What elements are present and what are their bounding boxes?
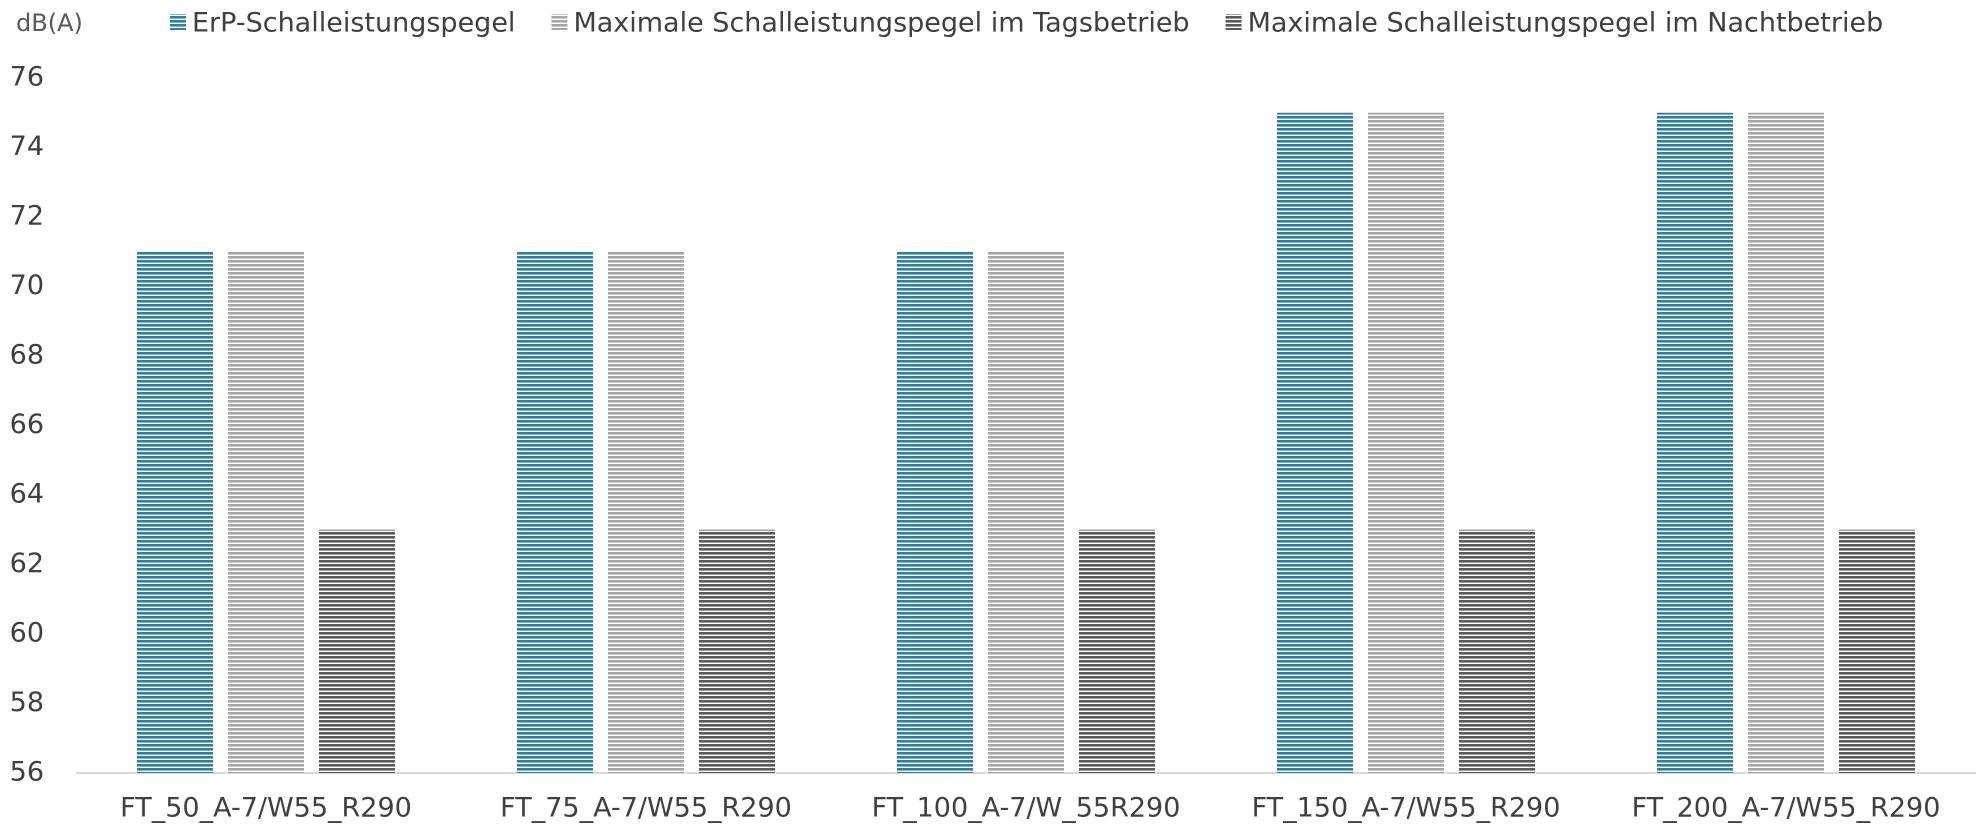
y-tick-label: 72	[10, 201, 44, 232]
bar	[1657, 112, 1733, 773]
x-tick-label: FT_200_A-7/W55_R290	[1632, 793, 1941, 824]
y-tick-label: 58	[10, 687, 44, 718]
legend-label: Maximale Schalleistungspegel im Nachtbet…	[1248, 8, 1884, 39]
bar	[1459, 529, 1535, 773]
bar	[988, 251, 1064, 773]
x-tick-label: FT_100_A-7/W_55R290	[872, 793, 1181, 824]
bar	[1368, 112, 1444, 773]
bar	[1079, 529, 1155, 773]
y-tick-label: 56	[10, 757, 44, 788]
y-tick-label: 60	[10, 618, 44, 649]
bar	[1839, 529, 1915, 773]
bar	[137, 251, 213, 773]
legend-label: Maximale Schalleistungspegel im Tagsbetr…	[573, 8, 1189, 39]
y-axis-label: dB(A)	[16, 9, 83, 37]
legend-swatch	[551, 14, 568, 30]
bar	[228, 251, 304, 773]
legend-swatch	[1225, 14, 1242, 30]
bar	[1277, 112, 1353, 773]
x-tick-label: FT_50_A-7/W55_R290	[120, 793, 412, 824]
y-tick-label: 66	[10, 409, 44, 440]
bar	[699, 529, 775, 773]
bar	[1748, 112, 1824, 773]
y-tick-label: 62	[10, 548, 44, 579]
bar	[517, 251, 593, 773]
bar	[319, 529, 395, 773]
bar	[897, 251, 973, 773]
y-tick-label: 68	[10, 340, 44, 371]
legend-swatch	[170, 14, 186, 30]
bar	[608, 251, 684, 773]
y-tick-label: 74	[10, 131, 44, 162]
y-tick-label: 64	[10, 479, 44, 510]
x-tick-label: FT_150_A-7/W55_R290	[1252, 793, 1561, 824]
y-tick-label: 70	[10, 270, 44, 301]
x-tick-label: FT_75_A-7/W55_R290	[500, 793, 792, 824]
legend-label: ErP-Schalleistungspegel	[192, 8, 515, 39]
y-tick-label: 76	[10, 62, 44, 93]
